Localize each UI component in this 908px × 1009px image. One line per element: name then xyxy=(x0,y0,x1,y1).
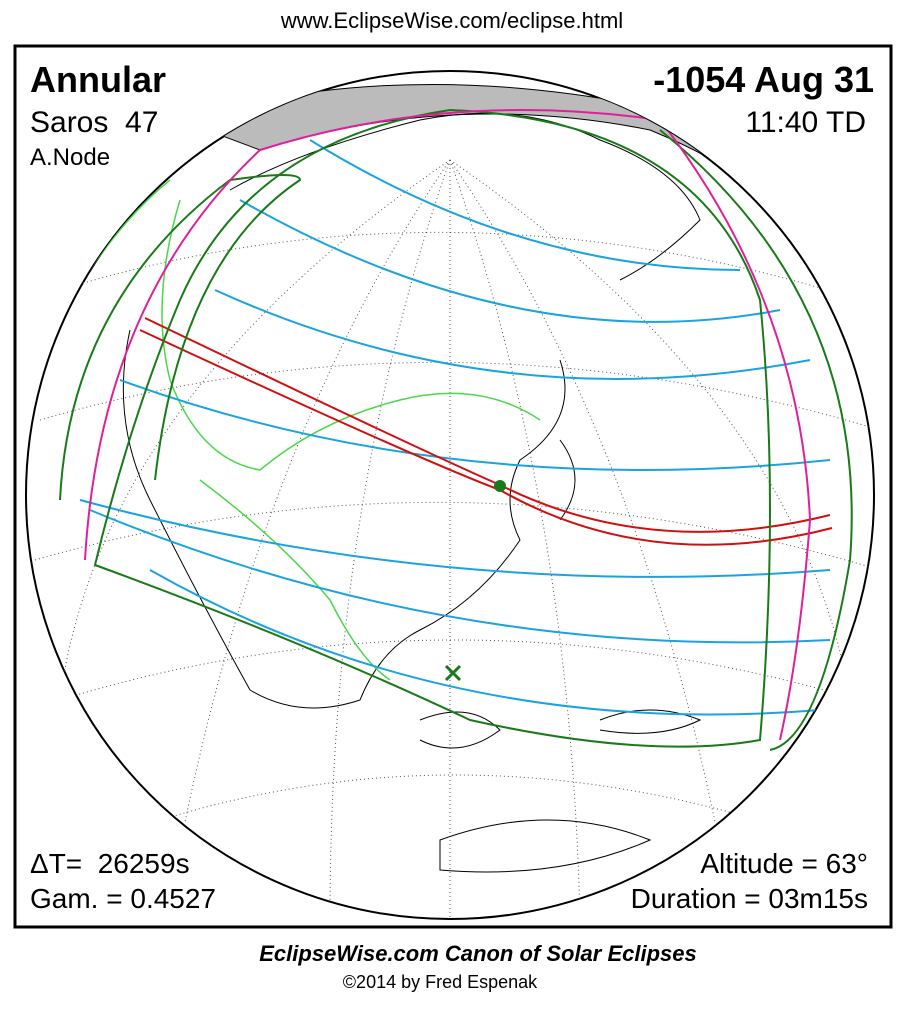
rise-set-curve xyxy=(59,174,302,501)
gamma: Gam. = 0.4527 xyxy=(30,883,216,914)
isochrones xyxy=(79,139,831,716)
altitude: Altitude = 63° xyxy=(700,848,868,879)
max-eclipse-curve xyxy=(84,109,812,741)
coastlines xyxy=(122,112,702,873)
graticule xyxy=(34,159,874,919)
date: -1054 Aug 31 xyxy=(653,59,874,100)
footer-title: EclipseWise.com Canon of Solar Eclipses xyxy=(259,941,697,966)
copyright: ©2014 by Fred Espenak xyxy=(343,972,538,992)
greatest-eclipse-point xyxy=(494,480,506,492)
sub-solar-point xyxy=(444,664,462,682)
node: A.Node xyxy=(30,144,110,171)
delta-t: ΔT= 26259s xyxy=(30,848,190,879)
time: 11:40 TD xyxy=(745,106,866,139)
rise-set-curve-east xyxy=(659,129,853,751)
eclipse-type: Annular xyxy=(30,59,166,100)
duration: Duration = 03m15s xyxy=(631,883,868,914)
saros: Saros 47 xyxy=(30,106,158,139)
globe xyxy=(25,70,875,920)
penumbra-limit xyxy=(93,108,771,748)
earth xyxy=(25,70,875,920)
url: www.EclipseWise.com/eclipse.html xyxy=(280,8,623,33)
